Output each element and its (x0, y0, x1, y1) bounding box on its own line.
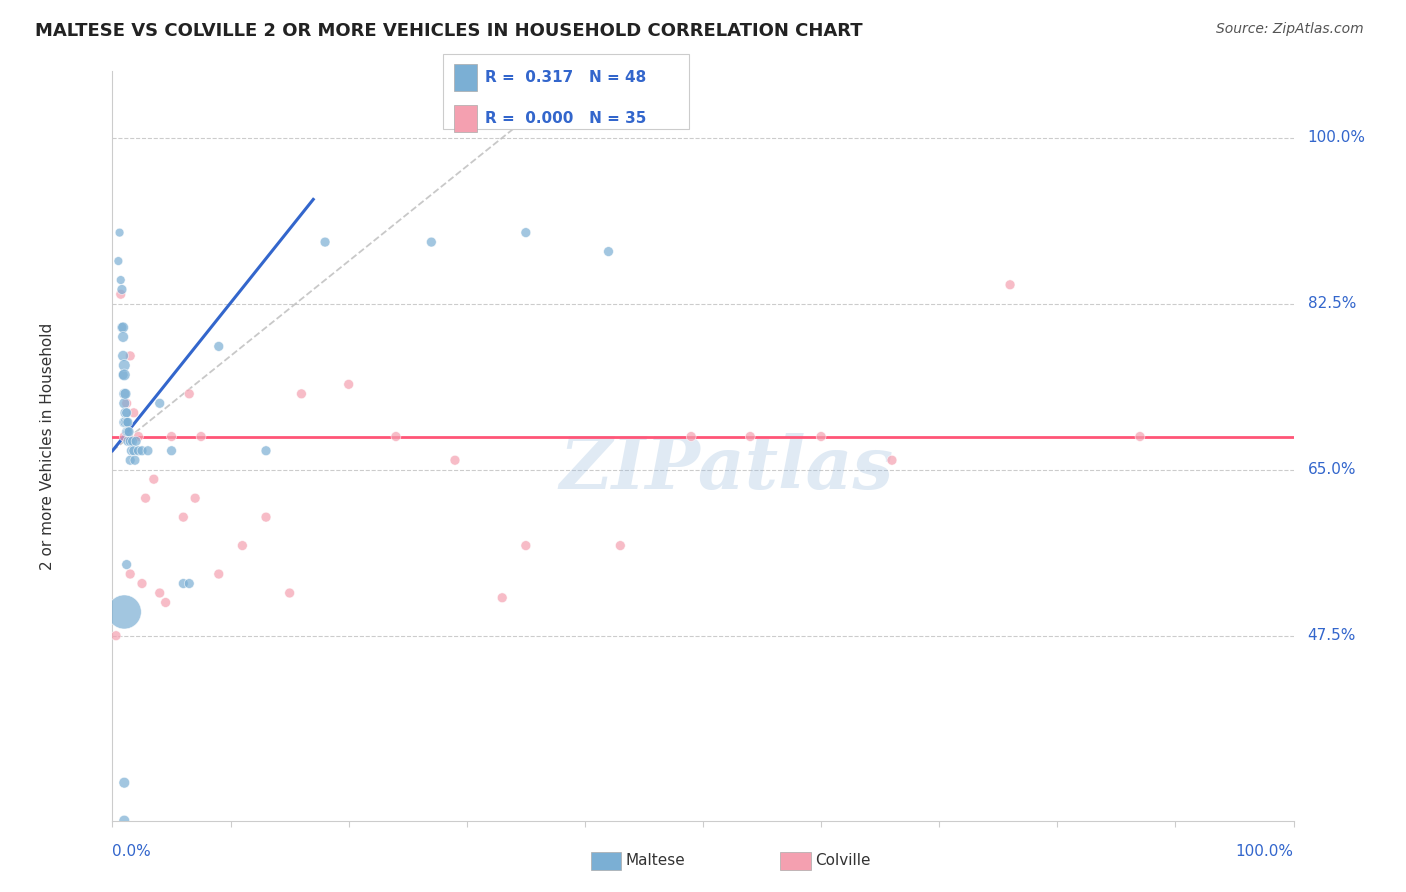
Point (337, 377, 360, 392)
Point (740, 429, 762, 443)
Point (115, 415, 138, 429)
Point (112, 349, 135, 363)
Text: Source: ZipAtlas.com: Source: ZipAtlas.com (1216, 22, 1364, 37)
Point (112, 368, 135, 382)
Point (115, 406, 138, 420)
Point (112, 775, 135, 789)
Point (142, 472, 165, 486)
Text: 82.5%: 82.5% (1308, 296, 1355, 311)
Point (122, 406, 145, 420)
Point (880, 453, 903, 467)
Text: MALTESE VS COLVILLE 2 OR MORE VEHICLES IN HOUSEHOLD CORRELATION CHART: MALTESE VS COLVILLE 2 OR MORE VEHICLES I… (35, 22, 863, 40)
Point (149, 396, 172, 410)
Point (115, 396, 138, 410)
Text: 100.0%: 100.0% (1308, 130, 1365, 145)
Text: R =  0.317   N = 48: R = 0.317 N = 48 (485, 70, 647, 85)
Point (515, 226, 537, 240)
Point (598, 244, 620, 259)
Point (110, 287, 132, 301)
Point (254, 443, 277, 458)
Point (117, 415, 139, 429)
Point (1129, 429, 1152, 443)
Point (120, 349, 142, 363)
Point (190, 429, 212, 443)
Point (491, 591, 513, 605)
Point (120, 453, 142, 467)
Point (155, 595, 177, 609)
Text: Maltese: Maltese (626, 854, 685, 868)
Point (172, 510, 194, 524)
Point (121, 434, 143, 449)
Point (120, 434, 142, 449)
Point (112, 396, 135, 410)
Point (184, 491, 207, 505)
Point (124, 453, 146, 467)
Point (681, 429, 703, 443)
Point (110, 273, 132, 287)
Point (208, 339, 231, 353)
Text: 100.0%: 100.0% (1236, 845, 1294, 859)
Point (149, 586, 172, 600)
Point (118, 425, 141, 439)
Point (112, 415, 135, 429)
Point (444, 453, 467, 467)
Point (111, 283, 134, 297)
Point (112, 605, 135, 619)
Point (115, 425, 138, 439)
Point (609, 539, 631, 553)
Point (385, 429, 408, 443)
Point (278, 586, 301, 600)
Point (127, 429, 149, 443)
Point (114, 387, 136, 401)
Point (136, 443, 159, 458)
Point (112, 429, 135, 443)
Point (314, 235, 336, 249)
Point (112, 387, 135, 401)
Point (111, 320, 134, 334)
Text: ZIPatlas: ZIPatlas (560, 433, 894, 504)
Point (810, 429, 832, 443)
Point (114, 415, 136, 429)
Text: 0.0%: 0.0% (112, 845, 152, 859)
Point (127, 443, 149, 458)
Point (112, 320, 135, 334)
Point (998, 277, 1021, 292)
Point (131, 443, 153, 458)
Point (125, 434, 148, 449)
Point (254, 510, 277, 524)
Point (120, 567, 142, 582)
Point (112, 330, 135, 344)
Text: 47.5%: 47.5% (1308, 628, 1355, 643)
Point (108, 226, 131, 240)
Point (117, 425, 139, 439)
Point (120, 443, 142, 458)
Text: R =  0.000   N = 35: R = 0.000 N = 35 (485, 112, 647, 126)
Point (122, 443, 145, 458)
Point (135, 491, 157, 505)
Point (420, 235, 443, 249)
Point (179, 387, 201, 401)
Point (131, 576, 153, 591)
Point (112, 359, 135, 373)
Point (208, 567, 231, 582)
Point (290, 387, 312, 401)
Point (105, 629, 128, 643)
Point (117, 434, 139, 449)
Point (107, 254, 129, 268)
Point (112, 814, 135, 828)
Point (160, 443, 183, 458)
Text: 2 or more Vehicles in Household: 2 or more Vehicles in Household (39, 322, 55, 570)
Point (179, 576, 201, 591)
Point (515, 539, 537, 553)
Point (114, 406, 136, 420)
Point (172, 576, 194, 591)
Point (115, 558, 138, 572)
Point (160, 429, 183, 443)
Text: 65.0%: 65.0% (1308, 462, 1357, 477)
Point (112, 368, 135, 382)
Point (231, 539, 253, 553)
Text: Colville: Colville (815, 854, 870, 868)
